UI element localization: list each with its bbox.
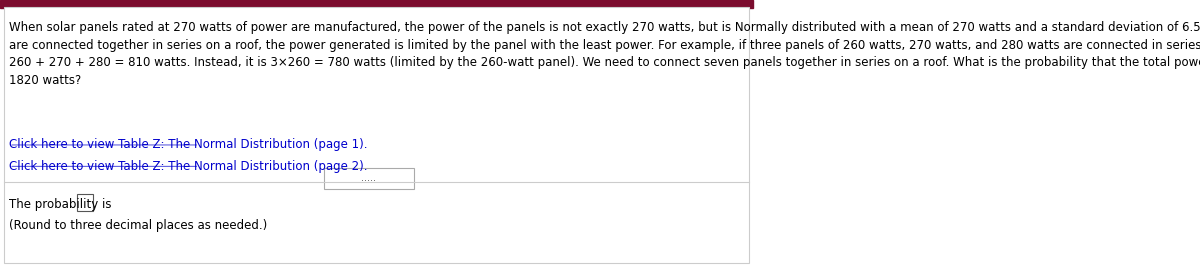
FancyBboxPatch shape [77, 194, 94, 211]
Text: Click here to view Table Z: The Normal Distribution (page 2).: Click here to view Table Z: The Normal D… [10, 160, 367, 173]
Bar [0, 0, 752, 8]
Text: The probability is: The probability is [10, 198, 112, 211]
Text: When solar panels rated at 270 watts of power are manufactured, the power of the: When solar panels rated at 270 watts of … [10, 21, 1200, 87]
Text: Click here to view Table Z: The Normal Distribution (page 1).: Click here to view Table Z: The Normal D… [10, 138, 367, 151]
FancyBboxPatch shape [4, 7, 749, 263]
Text: (Round to three decimal places as needed.): (Round to three decimal places as needed… [10, 219, 268, 232]
FancyBboxPatch shape [324, 168, 414, 189]
Text: .....: ..... [361, 173, 377, 183]
